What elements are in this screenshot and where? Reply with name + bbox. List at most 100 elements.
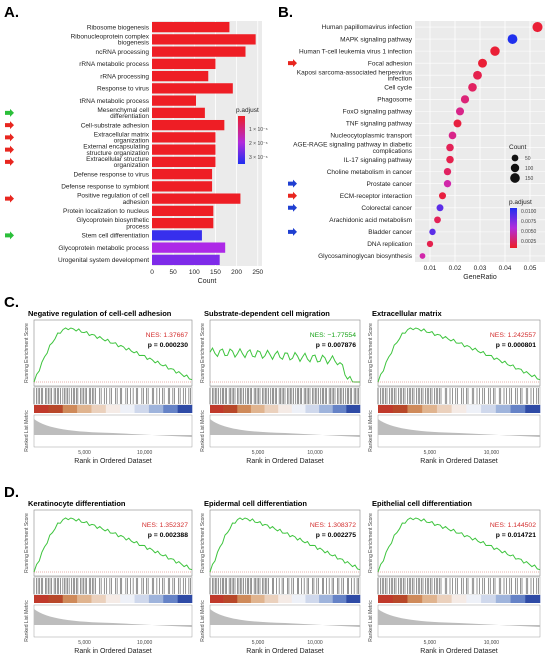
rank-strip	[319, 595, 334, 603]
bar	[152, 95, 196, 106]
rank-strip	[77, 405, 92, 413]
es-frame	[377, 319, 541, 387]
axis-title-x: Rank in Ordered Dataset	[74, 458, 151, 465]
rank-strip	[264, 405, 279, 413]
rank-strip	[250, 595, 265, 603]
tick-label-y: Phagosome	[377, 97, 412, 104]
bar	[152, 242, 226, 253]
tick-label-y: Ribosome biogenesis	[87, 24, 150, 31]
axis-title-y: Running Enrichment Score	[200, 513, 206, 573]
rank-strip	[332, 595, 347, 603]
bar	[152, 205, 214, 217]
tick-label-y: External encapsulating	[83, 144, 149, 151]
axis-title-y: Running Enrichment Score	[24, 323, 30, 383]
tick-label-y: Nucleocytoplasmic transport	[330, 133, 412, 140]
tick-label-x: 150	[210, 269, 221, 276]
es-curve	[33, 517, 193, 573]
nes-value: NES: −1.77554	[310, 332, 357, 339]
metric-area	[34, 419, 192, 437]
gsea-subplot: Epidermal cell differentiation Running En…	[200, 499, 361, 655]
tick-label-y: Focal adhesion	[368, 60, 412, 67]
data-point	[507, 34, 518, 44]
legend-title: p.adjust	[236, 107, 259, 114]
rank-strip	[163, 405, 178, 413]
p-value: p = 0.000801	[496, 342, 536, 349]
tick-label-x: 250	[252, 269, 263, 276]
tick-label-y: complications	[373, 148, 413, 155]
legend-label: 2 × 10⁻⁶	[249, 141, 268, 147]
tick-label-x: 10,000	[137, 640, 153, 646]
rank-strip	[481, 405, 497, 413]
es-frame	[33, 319, 193, 387]
p-value: p = 0.002388	[148, 532, 188, 539]
chart-c-gsea-row: Negative regulation of cell-cell adhesio…	[24, 309, 541, 465]
bar	[152, 83, 233, 94]
axis-title-x: Count	[198, 278, 217, 285]
rank-strip	[305, 405, 320, 413]
arrow-marker	[5, 157, 14, 166]
p-value: p = 0.007876	[316, 342, 356, 349]
tick-label-y: Human papillomavirus infection	[322, 24, 413, 31]
es-frame	[209, 509, 361, 577]
rank-strip	[48, 595, 64, 603]
rank-strip	[177, 595, 193, 603]
axis-title-y: Ranked List Metric	[200, 410, 206, 452]
bar	[152, 156, 216, 168]
gsea-title: Substrate-dependent cell migration	[204, 309, 330, 318]
metric-area	[34, 609, 192, 627]
p-value: p = 0.014721	[496, 532, 536, 539]
rank-strip	[378, 405, 394, 413]
rank-strip	[91, 405, 107, 413]
gsea-title: Negative regulation of cell-cell adhesio…	[28, 309, 172, 318]
axis-title-x: Rank in Ordered Dataset	[74, 648, 151, 655]
nes-value: NES: 1.242557	[490, 332, 536, 339]
p-value: p = 0.002275	[316, 532, 356, 539]
arrow-marker	[5, 231, 14, 240]
axis-title-x: Rank in Ordered Dataset	[246, 648, 323, 655]
axis-title-y: Ranked List Metric	[368, 600, 374, 642]
rank-strip	[407, 405, 423, 413]
es-frame	[377, 509, 541, 577]
es-curve	[377, 327, 541, 383]
rank-strip	[48, 405, 64, 413]
chart-d-gsea-row: Keratinocyte differentiation Running Enri…	[24, 499, 541, 655]
rank-strip	[278, 405, 293, 413]
tick-label-y: ECM-receptor interaction	[340, 193, 413, 200]
nes-value: NES: 1.352327	[142, 522, 188, 529]
bar	[152, 21, 230, 33]
data-point	[468, 82, 477, 92]
tick-label-y: Bladder cancer	[368, 229, 413, 236]
arrow-marker	[288, 203, 297, 212]
panel-label-b: B.	[278, 4, 293, 21]
rank-strip	[319, 405, 334, 413]
legend-label: 50	[525, 156, 531, 162]
es-curve	[209, 517, 361, 573]
bar	[152, 217, 214, 229]
rank-strip	[278, 595, 293, 603]
tick-label-y: biogenesis	[118, 40, 150, 47]
bar	[152, 254, 220, 266]
bar	[152, 34, 256, 45]
rank-strip	[332, 405, 347, 413]
tick-label-x: 200	[231, 269, 242, 276]
panel-label-c: C.	[4, 294, 19, 311]
tick-label-y: Stem cell differentiation	[82, 233, 150, 240]
tick-label-y: ncRNA processing	[96, 49, 150, 56]
bar	[152, 119, 225, 131]
tick-label-y: Cell-substrate adhesion	[81, 122, 150, 129]
tick-label-x: 0.01	[424, 265, 437, 272]
arrow-marker	[5, 121, 14, 130]
rank-strip	[264, 595, 279, 603]
data-point	[532, 21, 543, 33]
rank-strip	[177, 405, 193, 413]
tick-label-x: 10,000	[484, 450, 500, 456]
bar	[152, 230, 202, 241]
rank-strip	[407, 595, 423, 603]
axis-title-y: Running Enrichment Score	[200, 323, 206, 383]
rank-strip	[34, 405, 49, 413]
data-point	[443, 180, 452, 188]
tick-label-x: 0.04	[499, 265, 512, 272]
axis-title-y: Running Enrichment Score	[24, 513, 30, 573]
rank-strip	[134, 595, 150, 603]
rank-strip	[250, 405, 265, 413]
